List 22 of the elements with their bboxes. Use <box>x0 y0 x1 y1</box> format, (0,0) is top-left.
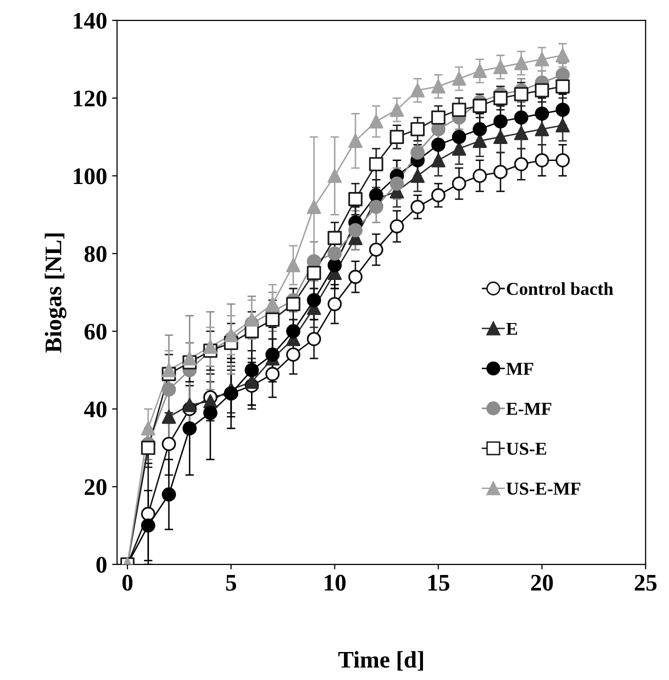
x-axis-title: Time [d] <box>338 651 423 671</box>
x-tick-label: 20 <box>531 574 553 591</box>
y-tick-label: 0 <box>96 556 106 573</box>
legend-label: US-E-MF <box>506 482 580 495</box>
legend-label: E <box>506 322 518 335</box>
legend-label: MF <box>506 362 534 375</box>
legend-label: US-E <box>506 442 546 455</box>
y-tick-label: 140 <box>74 12 106 29</box>
y-axis-title: Biogas [NL] <box>44 233 66 353</box>
y-tick-label: 40 <box>84 401 106 418</box>
legend-label: E-MF <box>506 402 552 415</box>
y-tick-label: 120 <box>74 90 106 107</box>
y-tick-label: 60 <box>84 324 106 340</box>
legend-label: Control bacth <box>506 282 614 296</box>
x-tick-label: 10 <box>324 574 346 591</box>
y-tick-label: 20 <box>84 479 106 496</box>
y-tick-label: 80 <box>84 246 106 262</box>
y-tick-label: 100 <box>74 168 106 184</box>
x-tick-label: 25 <box>634 574 657 591</box>
x-tick-label: 0 <box>122 574 132 591</box>
x-tick-label: 5 <box>226 575 236 591</box>
x-tick-label: 15 <box>428 574 450 591</box>
